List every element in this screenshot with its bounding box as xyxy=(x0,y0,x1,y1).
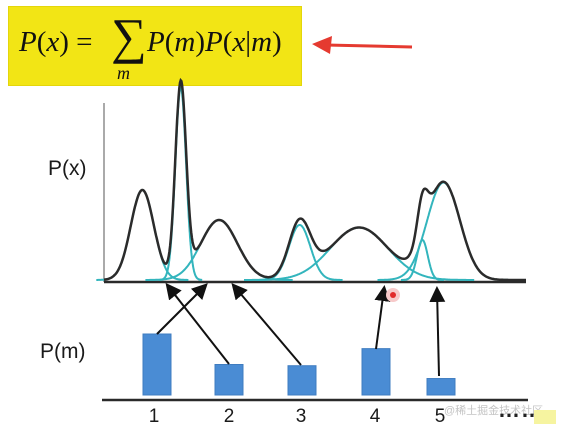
arrow-icon xyxy=(429,286,446,377)
formula-rhs: P(m)P(x|m) xyxy=(147,26,282,58)
component-curve xyxy=(400,239,444,281)
sum-symbol: ∑ xyxy=(111,8,147,64)
category-label: 2 xyxy=(223,406,235,427)
bar-2 xyxy=(214,364,244,396)
corner-highlight xyxy=(534,410,556,424)
component-curve xyxy=(377,181,510,281)
arrow-icon xyxy=(156,283,208,335)
component-curve xyxy=(96,189,189,281)
watermark: @稀土掘金技术社区 xyxy=(444,405,544,417)
formula-highlight: P(x) = ∑ m P(m)P(x|m) xyxy=(8,6,302,86)
red-arrow-icon xyxy=(312,36,413,54)
cursor-dot-icon xyxy=(390,292,396,298)
bar-4 xyxy=(361,348,391,396)
mixture-curve xyxy=(103,77,526,282)
mapping-arrows xyxy=(156,282,446,377)
pm-axis-label: P(m) xyxy=(40,340,86,363)
arrow-icon xyxy=(231,282,302,366)
formula-lhs: P(x) = xyxy=(19,26,93,58)
bar-1 xyxy=(142,333,172,396)
bar-5 xyxy=(426,378,456,396)
category-label: 4 xyxy=(369,406,381,427)
bars xyxy=(142,333,456,396)
px-axis-label: P(x) xyxy=(48,157,87,180)
bar-3 xyxy=(287,365,317,396)
component-curve xyxy=(256,224,343,281)
component-curve xyxy=(159,86,203,281)
sum-index: m xyxy=(117,63,130,83)
category-label: 1 xyxy=(148,406,160,427)
category-label: 5 xyxy=(434,406,446,427)
arrow-icon xyxy=(374,285,391,350)
category-label: 3 xyxy=(295,406,307,427)
arrow-icon xyxy=(165,282,230,365)
